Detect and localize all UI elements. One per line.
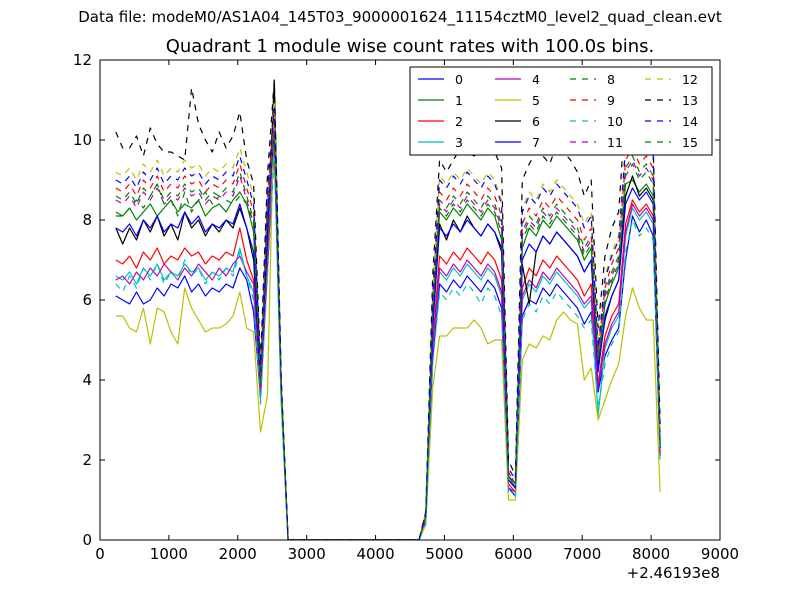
x-tick-label: 3000 [288, 545, 326, 563]
series-line-14 [115, 107, 661, 540]
series-line-11 [115, 127, 661, 540]
legend-label-5: 5 [532, 93, 540, 108]
series-line-15 [115, 131, 661, 540]
legend-label-0: 0 [455, 72, 463, 87]
legend-label-1: 1 [455, 93, 463, 108]
series-line-0 [115, 135, 661, 540]
legend-label-10: 10 [607, 114, 623, 129]
legend-label-15: 15 [682, 135, 698, 150]
legend-label-8: 8 [607, 72, 615, 87]
legend-label-14: 14 [682, 114, 698, 129]
y-tick-label: 0 [82, 531, 92, 549]
legend-label-7: 7 [532, 135, 540, 150]
series-line-1 [115, 119, 661, 540]
x-tick-label: 1000 [150, 545, 188, 563]
series-line-4 [115, 147, 661, 540]
series-line-10 [115, 155, 661, 540]
y-tick-label: 12 [73, 51, 92, 69]
legend-label-13: 13 [682, 93, 698, 108]
x-tick-label: 5000 [425, 545, 463, 563]
series-line-12 [115, 99, 661, 540]
x-tick-label: 8000 [632, 545, 670, 563]
x-tick-label: 7000 [563, 545, 601, 563]
x-offset-label: +2.46193e8 [627, 564, 720, 582]
series-line-9 [115, 115, 661, 540]
y-tick-label: 10 [73, 131, 92, 149]
x-tick-label: 0 [95, 545, 105, 563]
series-line-3 [115, 143, 661, 540]
y-tick-label: 4 [82, 371, 92, 389]
suptitle-data-file: Data file: modeM0/AS1A04_145T03_90000016… [78, 8, 722, 26]
x-tick-label: 9000 [701, 545, 739, 563]
series-line-13 [115, 79, 661, 540]
legend-label-2: 2 [455, 114, 463, 129]
x-tick-label: 4000 [356, 545, 394, 563]
legend-label-4: 4 [532, 72, 540, 87]
legend-label-11: 11 [607, 135, 623, 150]
legend-label-3: 3 [455, 135, 463, 150]
legend-frame [409, 66, 713, 156]
series-line-5 [115, 95, 661, 540]
x-tick-label: 6000 [494, 545, 532, 563]
axes-layer: 0 1000 2000 3000 4000 5000 6000 7000 8000 9000 0 2 4… [73, 51, 739, 563]
x-tick-label: 2000 [219, 545, 257, 563]
series-layer [115, 79, 661, 540]
series-line-8 [115, 123, 661, 540]
legend-label-9: 9 [607, 93, 615, 108]
y-tick-label: 2 [82, 451, 92, 469]
y-tick-label: 6 [82, 291, 92, 309]
series-line-7 [115, 127, 661, 540]
y-tick-label: 8 [82, 211, 92, 229]
series-line-2 [115, 135, 661, 540]
legend-label-6: 6 [532, 114, 540, 129]
legend-label-12: 12 [682, 72, 698, 87]
chart-title: Quadrant 1 module wise count rates with … [165, 36, 655, 57]
